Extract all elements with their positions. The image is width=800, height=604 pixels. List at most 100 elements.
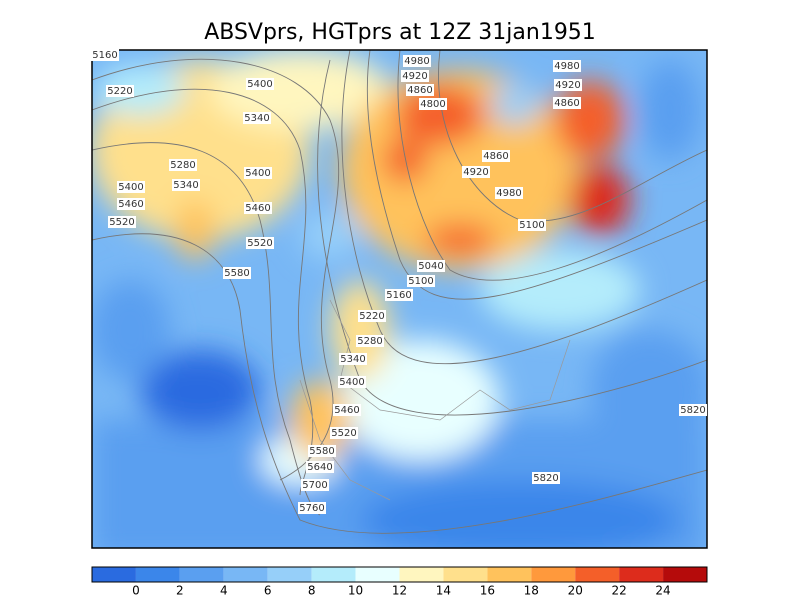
- contour-label-box: [338, 376, 366, 388]
- contour-label: 5520: [247, 238, 272, 249]
- contour-label: 5280: [357, 336, 382, 347]
- contour-label: 5700: [302, 480, 327, 491]
- contour-label: 4920: [463, 167, 488, 178]
- contour-label: 5580: [309, 446, 334, 457]
- colorbar-label: 4: [220, 584, 228, 598]
- colorbar-label: 6: [264, 584, 272, 598]
- contour-label-box: [385, 289, 413, 301]
- contour-label: 5160: [386, 290, 411, 301]
- contour-label-box: [243, 112, 271, 124]
- contour-label-box: [301, 479, 329, 491]
- contour-label: 4860: [407, 85, 432, 96]
- colorbar-label: 24: [655, 584, 670, 598]
- contour-label: 5220: [359, 311, 384, 322]
- contour-label: 5340: [244, 113, 269, 124]
- contour-label: 5220: [107, 86, 132, 97]
- colorbar-label: 12: [392, 584, 407, 598]
- contour-label-box: [356, 335, 384, 347]
- colorbar-label: 10: [348, 584, 363, 598]
- contour-label: 5340: [173, 180, 198, 191]
- contour-label: 5100: [408, 276, 433, 287]
- contour-label-box: [462, 166, 490, 178]
- contour-label-box: [246, 78, 274, 90]
- contour-label-box: [553, 97, 581, 109]
- contour-label: 5160: [92, 50, 117, 61]
- contour-label-box: [244, 202, 272, 214]
- contour-label: 4980: [404, 56, 429, 67]
- contour-label-box: [117, 198, 145, 210]
- contour-label-box: [403, 55, 431, 67]
- contour-label: 5040: [418, 261, 443, 272]
- colorbar-bin: [619, 567, 664, 582]
- contour-label: 5520: [109, 217, 134, 228]
- contour-label: 4980: [554, 61, 579, 72]
- contour-label: 5460: [334, 405, 359, 416]
- contour-label-box: [306, 461, 334, 473]
- contour-label-box: [679, 404, 707, 416]
- colorbar-label: 14: [436, 584, 451, 598]
- contour-label: 5820: [680, 405, 705, 416]
- contour-label: 4860: [554, 98, 579, 109]
- contour-label: 5760: [299, 503, 324, 514]
- colorbar-bin: [179, 567, 224, 582]
- contour-label: 5100: [519, 220, 544, 231]
- contour-label-box: [518, 219, 546, 231]
- contour-label-box: [169, 159, 197, 171]
- contour-label-box: [407, 275, 435, 287]
- colorbar-frame: [91, 566, 708, 583]
- colorbar-bin: [399, 567, 444, 582]
- colorbar-bin: [575, 567, 620, 582]
- contour-label: 4920: [402, 71, 427, 82]
- contour-label-box: [419, 98, 447, 110]
- contour-label-box: [495, 187, 523, 199]
- contour-label-box: [308, 445, 336, 457]
- colorbar-bin: [531, 567, 576, 582]
- contour-label: 5460: [245, 203, 270, 214]
- contour-label-box: [554, 79, 582, 91]
- contour-label: 5340: [340, 354, 365, 365]
- contour-label-box: [246, 237, 274, 249]
- contour-label-box: [406, 84, 434, 96]
- colorbar-bin: [355, 567, 400, 582]
- colorbar-bin: [223, 567, 268, 582]
- contour-label-box: [417, 260, 445, 272]
- contour-label: 5400: [339, 377, 364, 388]
- contour-label-box: [172, 179, 200, 191]
- contour-label: 5580: [224, 268, 249, 279]
- contour-label: 4860: [483, 151, 508, 162]
- colorbar-label: 18: [524, 584, 539, 598]
- contour-label-box: [482, 150, 510, 162]
- contour-label-box: [532, 472, 560, 484]
- contour-label-box: [106, 85, 134, 97]
- colorbar-label: 2: [176, 584, 184, 598]
- colorbar-bin: [443, 567, 488, 582]
- contour-label-box: [298, 502, 326, 514]
- contour-label: 5520: [331, 428, 356, 439]
- contour-label-box: [117, 181, 145, 193]
- contour-label-box: [108, 216, 136, 228]
- contour-label: 5820: [533, 473, 558, 484]
- colorbar: 0 2 4 6 8 10 12 14 16 18 20 22 24: [91, 566, 708, 598]
- contour-label-box: [339, 353, 367, 365]
- contour-label-box: [333, 404, 361, 416]
- colorbar-bin: [487, 567, 532, 582]
- colorbar-bin: [267, 567, 312, 582]
- contour-label-box: [358, 310, 386, 322]
- contour-label: 4800: [420, 99, 445, 110]
- contour-label-box: [91, 49, 119, 61]
- contour-label: 5640: [307, 462, 332, 473]
- colorbar-bin: [135, 567, 180, 582]
- colorbar-label: 22: [612, 584, 627, 598]
- contour-label: 5400: [247, 79, 272, 90]
- contour-label-box: [330, 427, 358, 439]
- contour-label-box: [223, 267, 251, 279]
- contour-label: 4920: [555, 80, 580, 91]
- contour-label-box: [401, 70, 429, 82]
- contour-label: 5280: [170, 160, 195, 171]
- contour-label: 5460: [118, 199, 143, 210]
- contour-label: 5400: [118, 182, 143, 193]
- contour-label-box: [244, 167, 272, 179]
- field: [92, 50, 707, 548]
- colorbar-bin: [92, 567, 136, 582]
